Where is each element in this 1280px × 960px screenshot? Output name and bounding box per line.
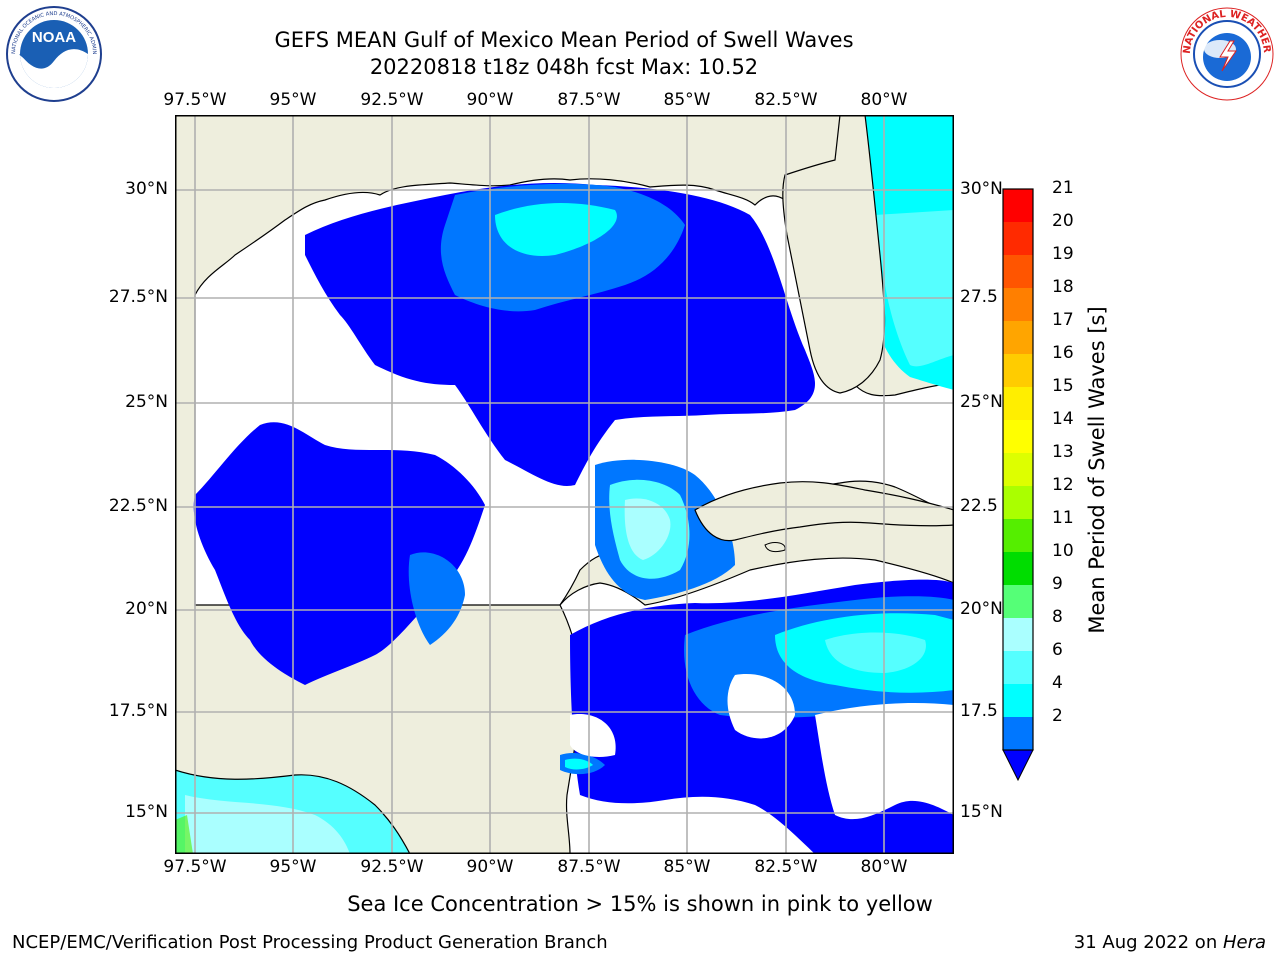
lon-label: 87.5°W: [557, 857, 621, 877]
lat-label: 15°N: [125, 802, 168, 822]
colorbar-segment: [1003, 420, 1033, 454]
colorbar-segment: [1003, 288, 1033, 322]
lon-label: 82.5°W: [754, 857, 818, 877]
colorbar-tick-label: 14: [1052, 409, 1074, 429]
noaa-logo-text: NOAA: [32, 29, 76, 46]
colorbar-segment: [1003, 387, 1033, 421]
colorbar-tick-label: 11: [1052, 508, 1074, 528]
lat-label: 17.5: [960, 701, 998, 721]
lat-label: 30°N: [960, 179, 1003, 199]
lon-label: 85°W: [663, 90, 711, 110]
colorbar-tick-label: 18: [1052, 277, 1074, 297]
lon-label: 95°W: [269, 90, 317, 110]
lat-label: 22.5: [960, 496, 998, 516]
cuba: [694, 481, 954, 542]
colorbar-tick-label: 21: [1052, 178, 1074, 198]
colorbar-tick-label: 4: [1052, 673, 1063, 693]
colorbar-segment: [1003, 519, 1033, 553]
lat-label: 22.5°N: [108, 496, 168, 516]
colorbar: [1002, 188, 1034, 782]
colorbar-frame: [1002, 188, 1034, 751]
lat-label: 17.5°N: [108, 701, 168, 721]
lat-label: 20°N: [960, 599, 1003, 619]
colorbar-tick-label: 9: [1052, 574, 1063, 594]
graticule: [175, 115, 954, 854]
colorbar-tick-label: 2: [1052, 706, 1063, 726]
colorbar-segment: [1003, 552, 1033, 586]
lon-label: 80°W: [860, 857, 908, 877]
map-subtitle: 20220818 t18z 048h fcst Max: 10.52: [369, 55, 759, 79]
gulf-map: [175, 115, 954, 854]
colorbar-tick-label: 12: [1052, 475, 1074, 495]
lon-label: 92.5°W: [360, 857, 424, 877]
lon-label: 95°W: [269, 857, 317, 877]
colorbar-tick-label: 8: [1052, 607, 1063, 627]
colorbar-segment: [1003, 486, 1033, 520]
footer-host: Hera: [1222, 932, 1266, 953]
lat-label: 15°N: [960, 802, 1003, 822]
colorbar-tick-label: 16: [1052, 343, 1074, 363]
lon-label: 85°W: [663, 857, 711, 877]
lat-label: 27.5°N: [108, 287, 168, 307]
colorbar-segment: [1003, 453, 1033, 487]
map-title: GEFS MEAN Gulf of Mexico Mean Period of …: [274, 28, 854, 52]
colorbar-segment: [1003, 618, 1033, 652]
colorbar-tick-label: 13: [1052, 442, 1074, 462]
lon-label: 82.5°W: [754, 90, 818, 110]
colorbar-segment: [1003, 354, 1033, 388]
lat-label: 30°N: [125, 179, 168, 199]
nws-logo: NATIONAL WEATHER SERVICE: [1178, 5, 1274, 101]
colorbar-segment: [1003, 255, 1033, 289]
colorbar-segment: [1003, 651, 1033, 685]
florida: [782, 115, 886, 394]
colorbar-segment: [1003, 717, 1033, 751]
colorbar-title: Mean Period of Swell Waves [s]: [1085, 306, 1109, 634]
map-frame: [175, 115, 954, 854]
lat-label: 27.5: [960, 287, 998, 307]
noaa-logo: NOAA NATIONAL OCEANIC AND ATMOSPHERIC AD…: [5, 5, 102, 102]
colorbar-segment: [1003, 189, 1033, 223]
colorbar-tick-label: 17: [1052, 310, 1074, 330]
colorbar-tick-label: 19: [1052, 244, 1074, 264]
colorbar-tick-label: 20: [1052, 211, 1074, 231]
colorbar-tick-label: 6: [1052, 640, 1063, 660]
colorbar-segment: [1003, 321, 1033, 355]
lon-label: 97.5°W: [163, 857, 227, 877]
colorbar-underflow-triangle: [1002, 749, 1034, 782]
colorbar-tick-label: 10: [1052, 541, 1074, 561]
lat-label: 20°N: [125, 599, 168, 619]
sea-ice-caption: Sea Ice Concentration > 15% is shown in …: [347, 892, 933, 916]
colorbar-segment: [1003, 684, 1033, 718]
lat-label: 25°N: [960, 392, 1003, 412]
footer-right: 31 Aug 2022 on Hera: [1074, 932, 1266, 953]
colorbar-tick-label: 15: [1052, 376, 1074, 396]
colorbar-segment: [1003, 585, 1033, 619]
lon-label: 90°W: [466, 90, 514, 110]
lon-label: 92.5°W: [360, 90, 424, 110]
lon-label: 90°W: [466, 857, 514, 877]
lon-label: 97.5°W: [163, 90, 227, 110]
colorbar-segment: [1003, 222, 1033, 256]
lat-label: 25°N: [125, 392, 168, 412]
footer-left: NCEP/EMC/Verification Post Processing Pr…: [12, 932, 608, 953]
lon-label: 87.5°W: [557, 90, 621, 110]
lon-label: 80°W: [860, 90, 908, 110]
footer-date: 31 Aug 2022 on: [1073, 932, 1223, 953]
